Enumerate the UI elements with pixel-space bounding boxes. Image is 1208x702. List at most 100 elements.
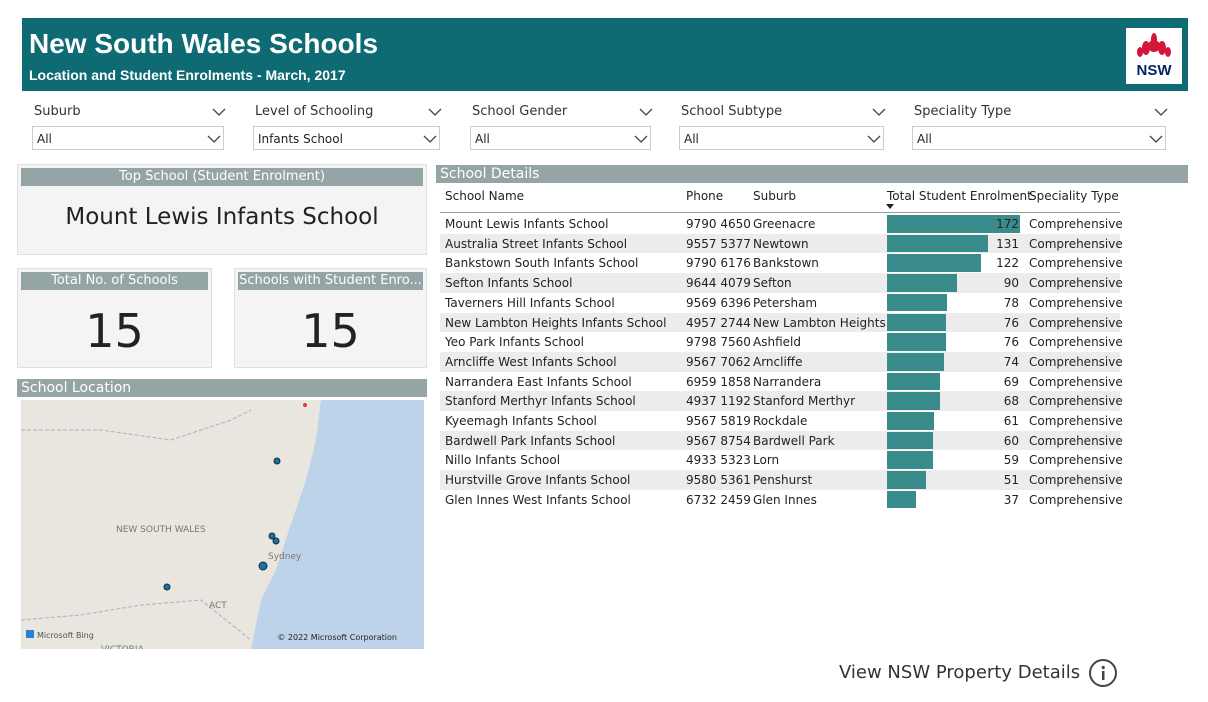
table-cell: 172 (996, 217, 1019, 231)
table-title: School Details (436, 165, 1188, 183)
chevron (639, 108, 653, 116)
table-cell: 9557 5377 (686, 236, 751, 251)
table-cell: Comprehensive (1029, 473, 1123, 488)
table-cell: New Lambton Heights Infants School (445, 315, 667, 330)
table-cell: Comprehensive (1029, 433, 1123, 448)
table-cell: Arncliffe (753, 354, 803, 369)
info-icon[interactable] (1088, 659, 1120, 689)
table-cell: Mount Lewis Infants School (445, 217, 609, 231)
card-title: Schools with Student Enro... (238, 272, 423, 290)
column-header: Phone (686, 189, 724, 203)
table-cell: Comprehensive (1029, 414, 1123, 428)
table-cell: 51 (1003, 473, 1019, 488)
table-cell: Ashfield (753, 335, 801, 350)
table-cell: Comprehensive (1029, 453, 1123, 468)
table-cell: 60 (1003, 433, 1019, 448)
sort-icon (886, 204, 894, 209)
table-cell: Comprehensive (1029, 315, 1123, 330)
school-dot (258, 561, 268, 571)
map-label: VICTORIA (101, 645, 145, 649)
table-cell: 76 (1003, 315, 1019, 330)
chevron (867, 135, 881, 143)
table-cell: Petersham (753, 295, 818, 310)
filter-dropdown[interactable]: All (470, 126, 651, 150)
table-cell: Comprehensive (1029, 217, 1123, 231)
logo-text: NSW (1137, 62, 1173, 79)
enrolment-bar (887, 352, 945, 371)
row-band (440, 312, 1120, 333)
table-cell: 69 (1003, 374, 1019, 389)
copyright: © 2022 Microsoft Corporation (277, 633, 397, 642)
enrolment-bar (887, 471, 927, 489)
filter-dropdown[interactable]: All (32, 126, 224, 150)
table-cell: Narrandera (753, 374, 822, 389)
table-cell: Yeo Park Infants School (445, 335, 584, 350)
table-cell: 4957 2744 (686, 315, 751, 330)
subtitle: Location and Student Enrolments - March,… (29, 67, 346, 83)
table-cell: 59 (1003, 453, 1019, 468)
row-band (440, 351, 1120, 372)
table-cell: Comprehensive (1029, 276, 1123, 291)
table-cell: Sefton (753, 276, 792, 291)
card-value: Mount Lewis Infants School (65, 204, 379, 230)
table-cell: 4937 1192 (686, 394, 751, 409)
school-dot (273, 457, 281, 465)
column-header: Speciality Type (1029, 189, 1119, 203)
enrolment-bar (887, 274, 957, 292)
border (21, 409, 252, 441)
enrolment-bar (887, 234, 989, 253)
table-cell: Comprehensive (1029, 295, 1123, 310)
table-cell: 68 (1003, 394, 1019, 409)
filter-label: Suburb (34, 104, 81, 119)
school-dot (163, 583, 171, 591)
table-cell: 9567 7062 (686, 354, 751, 369)
table-cell: 4933 5323 (686, 453, 751, 468)
logo: NSW (1126, 28, 1182, 84)
filter-value: Infants School (258, 132, 343, 146)
table-cell: 9569 6396 (686, 295, 751, 310)
table-cell: 122 (996, 256, 1019, 271)
card-title: Total No. of Schools (21, 272, 208, 290)
table-cell: Glen Innes (753, 492, 817, 507)
table-cell: Rockdale (753, 414, 808, 428)
map: NEW SOUTH WALES Sydney ACT VICTORIA Micr… (21, 400, 424, 649)
card-value: 15 (85, 304, 144, 358)
table-cell: 131 (996, 236, 1019, 251)
enrolment-bar (887, 293, 948, 312)
filter-dropdown[interactable]: Infants School (253, 126, 440, 150)
row-band (440, 391, 1120, 411)
logo-icon: NSW (1137, 33, 1173, 79)
enrolment-card: Schools with Student Enro... 15 (234, 268, 427, 368)
table-cell: 6732 2459 (686, 492, 751, 507)
card-title: Top School (Student Enrolment) (21, 168, 423, 186)
chevron (1149, 135, 1163, 143)
enrolment-bar (887, 392, 940, 410)
link[interactable]: View NSW Property Details (839, 662, 1081, 683)
filter-dropdown[interactable]: All (912, 126, 1166, 150)
table-cell: Comprehensive (1029, 256, 1123, 271)
chevron (428, 108, 442, 116)
table-cell: Bardwell Park Infants School (445, 433, 616, 448)
table-cell: New Lambton Heights (753, 315, 886, 330)
table-cell: Bankstown South Infants School (445, 256, 639, 271)
table-cell: Sefton Infants School (445, 276, 573, 291)
table-cell: 9580 5361 (686, 473, 751, 488)
table-cell: Comprehensive (1029, 354, 1123, 369)
marker (303, 403, 307, 407)
enrolment-bar (887, 412, 935, 430)
table-cell: 6959 1858 (686, 374, 751, 389)
table-cell: Comprehensive (1029, 335, 1123, 350)
table-cell: Comprehensive (1029, 492, 1123, 507)
table-cell: Nillo Infants School (445, 453, 561, 468)
table-cell: 9790 6176 (686, 256, 751, 271)
row-band (440, 470, 1120, 490)
table-cell: 9567 5819 (686, 414, 751, 428)
table-cell: Taverners Hill Infants School (445, 295, 615, 310)
column-header: School Name (445, 189, 525, 203)
table-cell: Arncliffe West Infants School (445, 354, 617, 369)
map-title: School Location (17, 379, 427, 397)
filter-dropdown[interactable]: All (679, 126, 884, 150)
filter-label: School Subtype (681, 104, 783, 119)
table-cell: Newtown (753, 236, 809, 251)
